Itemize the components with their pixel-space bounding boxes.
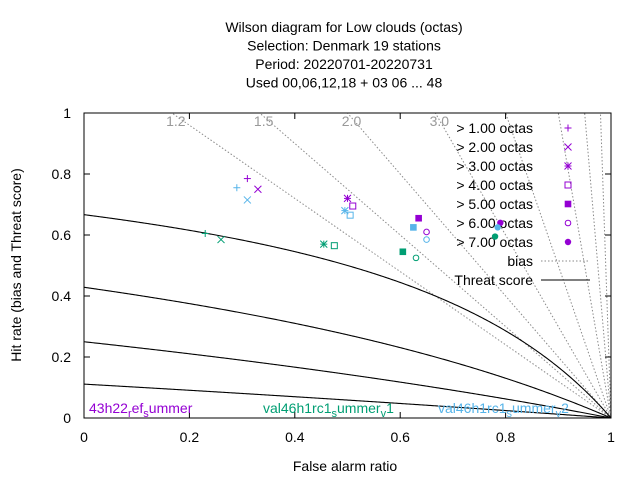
marker-open-square <box>349 202 357 210</box>
marker-cross <box>254 185 262 194</box>
x-tick-label: 0.6 <box>390 429 410 445</box>
marker-open-square <box>330 242 338 250</box>
legend-label: > 1.00 octas <box>456 120 533 136</box>
marker-plus <box>564 124 572 132</box>
series-label: val46h1rc1summerv2 <box>438 400 569 420</box>
bias-label: 1.2 <box>166 113 186 129</box>
marker-plus <box>201 229 209 237</box>
y-tick-label: 0 <box>63 410 71 426</box>
marker-open-circle <box>412 254 420 262</box>
legend-label: Threat score <box>454 272 533 288</box>
marker-filled-circle <box>491 233 499 240</box>
threat-score-curve <box>84 341 611 418</box>
y-tick-label: 0.2 <box>52 349 72 365</box>
y-axis-label: Hit rate (bias and Threat score) <box>8 168 24 362</box>
y-tick-label: 1 <box>63 105 71 121</box>
y-tick-label: 0.4 <box>52 288 72 304</box>
marker-filled-square <box>399 248 407 256</box>
legend-label: > 7.00 octas <box>456 234 533 250</box>
x-tick-label: 0.8 <box>496 429 516 445</box>
x-tick-label: 0.2 <box>180 429 200 445</box>
marker-star <box>343 194 352 203</box>
marker-open-circle <box>423 236 430 243</box>
marker-filled-square <box>410 224 417 231</box>
marker-star <box>319 240 328 249</box>
legend-label: > 2.00 octas <box>456 139 533 155</box>
threat-score-curve <box>84 286 611 418</box>
bias-label: 2.0 <box>342 113 362 129</box>
threat-score-curve <box>84 383 611 418</box>
marker-filled-circle <box>494 224 501 231</box>
legend-label: > 6.00 octas <box>456 215 533 231</box>
title-line: Wilson diagram for Low clouds (octas) <box>225 19 462 35</box>
marker-open-circle <box>423 228 430 236</box>
legend-label: > 4.00 octas <box>456 177 533 193</box>
x-axis-label: False alarm ratio <box>293 458 397 474</box>
marker-plus <box>243 175 251 183</box>
x-tick-label: 1 <box>607 429 615 445</box>
threat-score-curves <box>84 113 611 418</box>
series-label: val46h1rc1summerv1 <box>263 400 394 420</box>
chart-title: Wilson diagram for Low clouds (octas) Sel… <box>225 19 462 91</box>
title-line: Used 00,06,12,18 + 03 06 ... 48 <box>246 75 443 91</box>
title-line: Period: 20220701-20220731 <box>255 56 433 72</box>
series-labels: 43h22refsummer val46h1rc1summerv1 val46h1r… <box>89 400 569 420</box>
marker-star <box>564 162 572 170</box>
marker-open-circle <box>564 219 572 227</box>
legend-label: bias <box>507 253 533 269</box>
marker-filled-square <box>415 214 422 222</box>
bias-line <box>434 113 611 418</box>
legend-label: > 3.00 octas <box>456 158 533 174</box>
marker-plus <box>233 184 241 192</box>
data-points <box>201 175 504 262</box>
legend: > 1.00 octas > 2.00 octas > 3.00 octas > 4.… <box>454 120 590 288</box>
bias-label: 3.0 <box>430 113 450 129</box>
y-tick-label: 0.8 <box>52 166 72 182</box>
marker-filled-circle <box>564 238 572 246</box>
bias-labels: 1.2 1.5 2.0 3.0 <box>166 113 449 129</box>
series-label: 43h22refsummer <box>89 400 193 420</box>
marker-cross <box>217 235 225 244</box>
threat-score-curve <box>84 214 611 418</box>
marker-cross <box>243 196 252 204</box>
x-tick-label: 0 <box>80 429 88 445</box>
bias-label: 1.5 <box>254 113 274 129</box>
y-tick-label: 0.6 <box>52 227 72 243</box>
marker-cross <box>564 143 572 151</box>
marker-open-square <box>346 211 354 219</box>
plot-frame <box>83 112 612 419</box>
axis-ticks: 0 0.2 0.4 0.6 0.8 1 0 0.2 0.4 0.6 0.8 1 <box>52 105 616 445</box>
marker-filled-square <box>564 200 572 208</box>
marker-open-square <box>564 181 572 189</box>
bias-line <box>505 113 611 418</box>
x-tick-label: 0.4 <box>285 429 305 445</box>
legend-label: > 5.00 octas <box>456 196 533 212</box>
title-line: Selection: Denmark 19 stations <box>247 38 441 54</box>
